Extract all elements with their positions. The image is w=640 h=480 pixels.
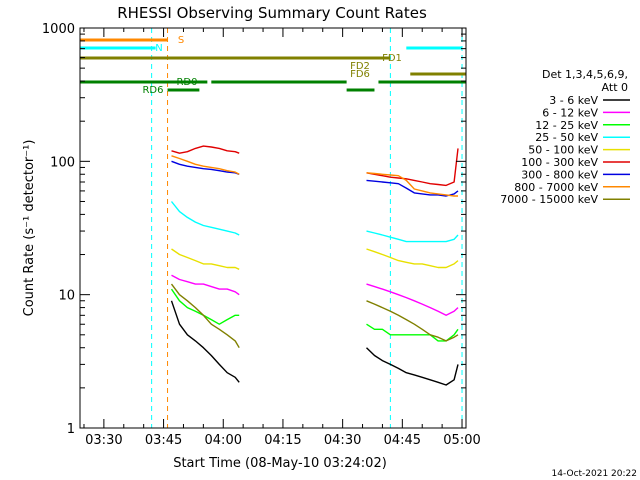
flag-label-fd6: FD6 — [350, 69, 370, 80]
series-line-3-6-kev-seg0 — [170, 300, 240, 383]
flag-label-rd0: RD0 — [176, 77, 197, 88]
y-tick-label: 1 — [67, 422, 75, 437]
series-line-100-300-kev-seg1 — [366, 148, 459, 187]
legend-entry-label: 300 - 800 keV — [521, 168, 598, 181]
series-line-25-50-kev-seg0 — [170, 201, 240, 236]
legend-entry-label: 12 - 25 keV — [535, 119, 598, 132]
series-line-7000-15000-kev-seg1 — [366, 300, 459, 342]
series-line-50-100-kev-seg1 — [366, 248, 459, 269]
series-line-12-25-kev-seg0 — [170, 288, 240, 325]
x-tick-label: 04:30 — [324, 433, 361, 448]
legend-entry-label: 3 - 6 keV — [549, 94, 598, 107]
plot-frame — [79, 27, 467, 429]
legend-entry-label: 25 - 50 keV — [535, 131, 598, 144]
series-line-6-12-kev-seg0 — [171, 274, 240, 296]
x-tick-label: 05:00 — [443, 433, 480, 448]
series-line-800-7000-kev-seg1 — [366, 172, 458, 197]
series-line-6-12-kev-seg1 — [366, 283, 459, 316]
y-tick-label: 100 — [50, 155, 75, 170]
legend-entry-label: 6 - 12 keV — [542, 106, 598, 119]
x-tick-label: 03:30 — [85, 433, 122, 448]
series-line-7000-15000-kev-seg0 — [170, 283, 240, 349]
chart-title: RHESSI Observing Summary Count Rates — [117, 4, 427, 22]
legend-header-line2: Att 0 — [602, 81, 628, 94]
legend-entry-label: 800 - 7000 keV — [514, 181, 598, 194]
date-stamp: 14-Oct-2021 20:22 — [552, 469, 637, 479]
x-tick-label: 04:45 — [384, 433, 421, 448]
series-line-800-7000-kev-seg0 — [171, 155, 240, 175]
flag-label-rd6: RD6 — [142, 85, 163, 96]
series-line-100-300-kev-seg0 — [171, 145, 240, 154]
flag-label-fd2: FD2 — [350, 61, 370, 72]
x-tick-label: 04:15 — [264, 433, 301, 448]
series-line-50-100-kev-seg0 — [171, 248, 240, 270]
legend-entry-label: 50 - 100 keV — [528, 144, 598, 157]
y-axis-label: Count Rate (s⁻¹ detector⁻¹) — [22, 140, 37, 317]
y-tick-label: 10 — [58, 289, 75, 304]
legend-entry-label: 100 - 300 keV — [521, 156, 598, 169]
legend-entry-label: 7000 - 15000 keV — [500, 193, 598, 206]
series-line-25-50-kev-seg1 — [366, 230, 459, 243]
flag-label-fd1: FD1 — [382, 53, 402, 64]
legend-header-line1: Det 1,3,4,5,6,9, — [542, 68, 628, 81]
flag-label-n: N — [155, 43, 162, 54]
y-tick-label: 1000 — [42, 22, 75, 37]
axes-layer: 1 10 100 1000 03:30 03:45 04:00 04:15 04:30 04:45… — [42, 22, 481, 448]
series-line-3-6-kev-seg1 — [366, 347, 459, 386]
x-tick-label: 03:45 — [145, 433, 182, 448]
series-line-300-800-kev-seg1 — [366, 179, 459, 197]
x-axis-label: Start Time (08-May-10 03:24:02) — [173, 456, 387, 471]
series-line-300-800-kev-seg0 — [171, 160, 240, 175]
flag-label-s: S — [178, 35, 184, 46]
series-layer — [170, 145, 459, 386]
x-tick-label: 04:00 — [205, 433, 242, 448]
